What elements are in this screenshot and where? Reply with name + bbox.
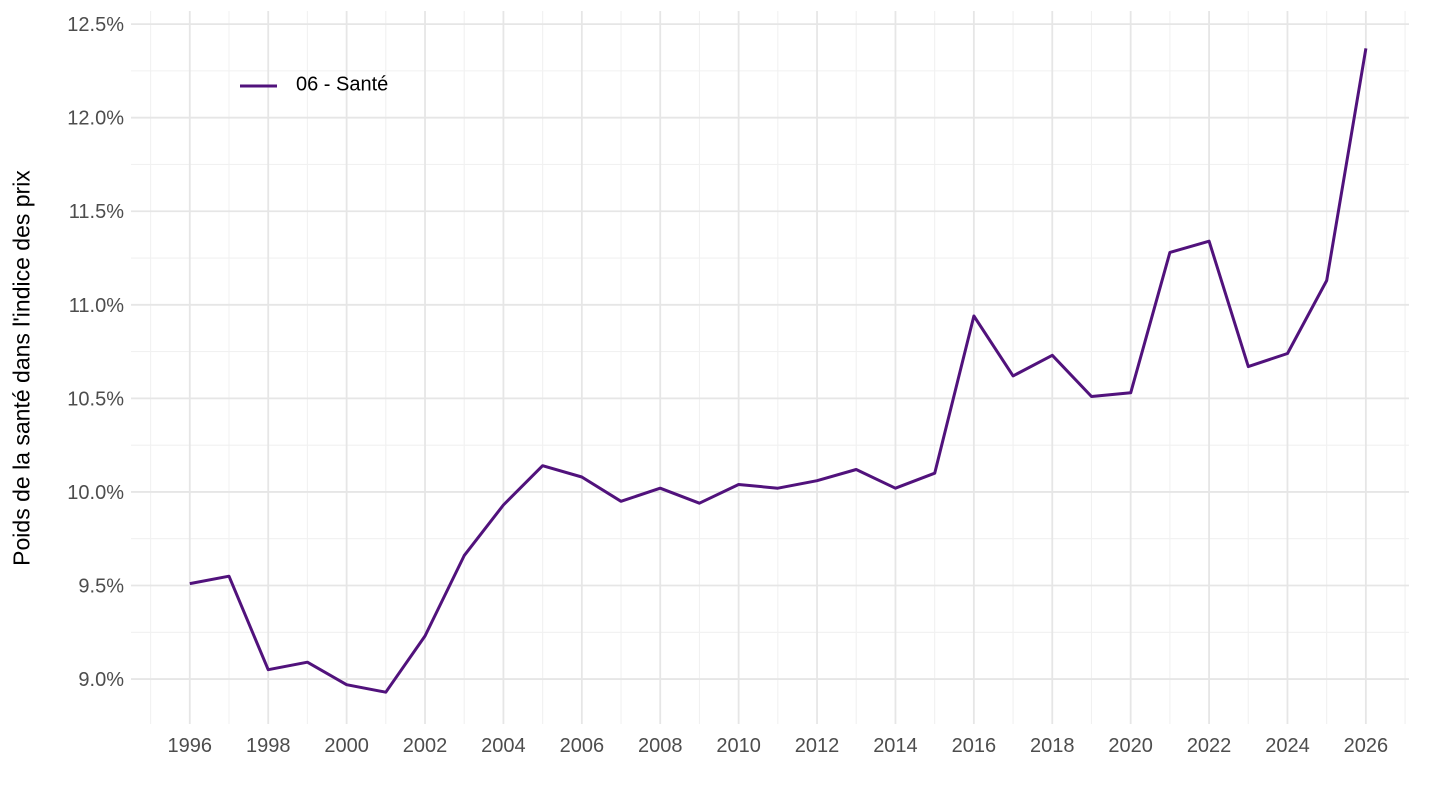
y-tick-label: 12.0%: [67, 108, 124, 130]
y-tick-label: 10.0%: [67, 482, 124, 504]
x-tick-label: 2010: [716, 735, 761, 757]
x-tick-label: 2016: [952, 735, 997, 757]
x-tick-label: 2014: [873, 735, 918, 757]
x-tick-label: 2020: [1108, 735, 1153, 757]
x-tick-label: 2006: [560, 735, 605, 757]
x-tick-label: 2012: [795, 735, 840, 757]
x-tick-label: 2000: [324, 735, 369, 757]
x-tick-label: 2026: [1344, 735, 1389, 757]
y-tick-label: 11.5%: [69, 201, 124, 223]
y-tick-label: 11.0%: [69, 295, 124, 317]
x-tick-label: 1998: [246, 735, 291, 757]
x-tick-label: 2024: [1265, 735, 1310, 757]
y-tick-label: 9.5%: [78, 576, 124, 598]
x-tick-label: 2008: [638, 735, 683, 757]
y-tick-label: 9.0%: [78, 669, 124, 691]
x-tick-label: 1996: [168, 735, 213, 757]
x-tick-label: 2018: [1030, 735, 1075, 757]
series-line: [189, 48, 1368, 694]
y-axis-title: Poids de la santé dans l'indice des prix: [8, 170, 35, 566]
x-tick-label: 2002: [403, 735, 448, 757]
y-tick-label: 12.5%: [67, 14, 124, 36]
x-tick-label: 2022: [1187, 735, 1232, 757]
y-tick-label: 10.5%: [67, 388, 124, 410]
x-tick-label: 2004: [481, 735, 526, 757]
legend-label: 06 - Santé: [296, 73, 389, 96]
